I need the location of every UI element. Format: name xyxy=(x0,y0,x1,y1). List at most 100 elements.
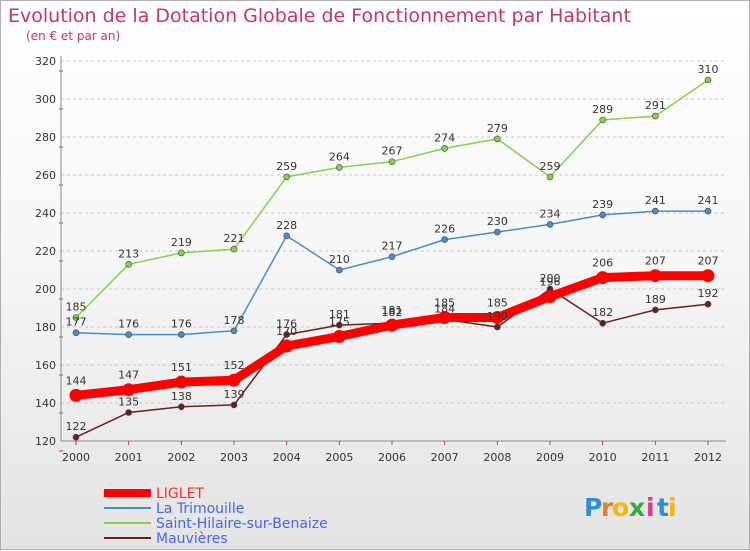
data-label: 279 xyxy=(487,122,508,135)
data-point xyxy=(122,383,136,397)
data-label: 139 xyxy=(224,388,245,401)
data-point xyxy=(385,318,399,332)
data-label: 170 xyxy=(276,325,297,338)
data-label: 152 xyxy=(224,359,245,372)
data-label: 291 xyxy=(645,99,666,112)
data-point xyxy=(125,260,132,268)
logo-letter: t xyxy=(657,493,669,522)
legend-label-3: Mauvières xyxy=(156,531,228,547)
y-tick-label: 160 xyxy=(35,359,56,372)
proxiti-logo: Pro x i t i xyxy=(584,493,677,522)
data-point xyxy=(336,164,343,171)
data-point xyxy=(178,331,185,338)
legend-label-1: La Trimouille xyxy=(156,501,244,517)
logo-letter: P xyxy=(584,493,602,522)
y-tick-label: 200 xyxy=(35,283,56,296)
data-label: 144 xyxy=(66,374,87,387)
data-label: 259 xyxy=(276,160,297,173)
data-label: 207 xyxy=(645,255,666,268)
data-label: 241 xyxy=(645,194,666,207)
x-tick-label: 2005 xyxy=(325,451,353,464)
x-tick-label: 2007 xyxy=(431,451,459,464)
logo-letter: x xyxy=(629,493,645,522)
data-point xyxy=(494,135,501,143)
data-point xyxy=(494,323,501,331)
data-label: 182 xyxy=(592,306,613,319)
x-tick-label: 2001 xyxy=(115,451,143,464)
data-point xyxy=(332,330,346,343)
data-point xyxy=(596,271,610,285)
data-point xyxy=(336,321,343,329)
data-label: 181 xyxy=(329,308,350,321)
data-point xyxy=(546,173,554,181)
data-label: 274 xyxy=(434,131,455,144)
data-point xyxy=(599,116,606,124)
data-point xyxy=(230,245,238,253)
data-label: 213 xyxy=(118,247,139,260)
y-tick-label: 140 xyxy=(35,397,56,410)
data-label: 196 xyxy=(540,276,561,289)
data-point xyxy=(546,221,554,228)
data-label: 267 xyxy=(382,145,403,158)
data-point xyxy=(701,269,715,283)
data-label: 182 xyxy=(382,306,403,319)
data-label: 289 xyxy=(592,103,613,116)
data-point xyxy=(280,339,294,353)
data-point xyxy=(494,228,501,236)
data-label: 181 xyxy=(382,304,403,317)
data-label: 189 xyxy=(645,293,666,306)
x-tick-label: 2000 xyxy=(62,451,90,464)
y-tick-label: 180 xyxy=(35,321,56,334)
y-tick-label: 220 xyxy=(35,245,56,258)
data-point xyxy=(704,300,712,308)
data-label: 226 xyxy=(434,223,455,236)
data-label: 241 xyxy=(698,194,719,207)
data-label: 185 xyxy=(487,297,508,310)
data-point xyxy=(178,403,185,411)
data-label: 151 xyxy=(171,361,192,374)
data-point xyxy=(388,158,396,165)
legend-label-0: LIGLET xyxy=(156,486,204,502)
grid xyxy=(61,60,726,442)
data-point xyxy=(178,249,185,257)
data-point xyxy=(69,388,83,402)
data-point xyxy=(652,112,659,120)
data-point xyxy=(704,76,712,84)
y-tick-label: 120 xyxy=(35,435,56,448)
data-label: 180 xyxy=(487,310,508,323)
data-point xyxy=(599,319,606,327)
data-label: 239 xyxy=(592,198,613,211)
data-point xyxy=(441,236,448,243)
data-label: 178 xyxy=(224,314,245,327)
logo-letter: o xyxy=(612,493,629,522)
data-point xyxy=(490,311,504,324)
data-point xyxy=(283,331,290,338)
data-point xyxy=(336,266,343,274)
data-label: 221 xyxy=(224,232,245,245)
y-tick-label: 260 xyxy=(35,169,56,182)
data-point xyxy=(652,207,659,215)
data-label: 234 xyxy=(540,207,561,220)
data-label: 175 xyxy=(329,316,350,329)
data-point xyxy=(125,409,132,416)
data-label: 135 xyxy=(118,396,139,409)
legend-label-2: Saint-Hilaire-sur-Benaize xyxy=(156,516,328,532)
x-tick-label: 2012 xyxy=(694,451,722,464)
data-point xyxy=(230,327,238,335)
data-point xyxy=(72,433,80,441)
data-label: 138 xyxy=(171,390,192,403)
axes: 120 140 160 180 200 220 240 260 280 300 320 2000 200… xyxy=(35,55,726,464)
data-point xyxy=(388,253,396,260)
data-point xyxy=(125,331,132,338)
data-label: 230 xyxy=(487,215,508,228)
data-label: 176 xyxy=(171,318,192,331)
x-tick-label: 2004 xyxy=(273,451,301,464)
chart-title: Evolution de la Dotation Globale de Fonc… xyxy=(8,5,631,27)
data-label: 210 xyxy=(329,253,350,266)
x-tick-label: 2002 xyxy=(167,451,195,464)
chart-subtitle: (en € et par an) xyxy=(26,29,120,43)
data-point xyxy=(72,329,80,337)
